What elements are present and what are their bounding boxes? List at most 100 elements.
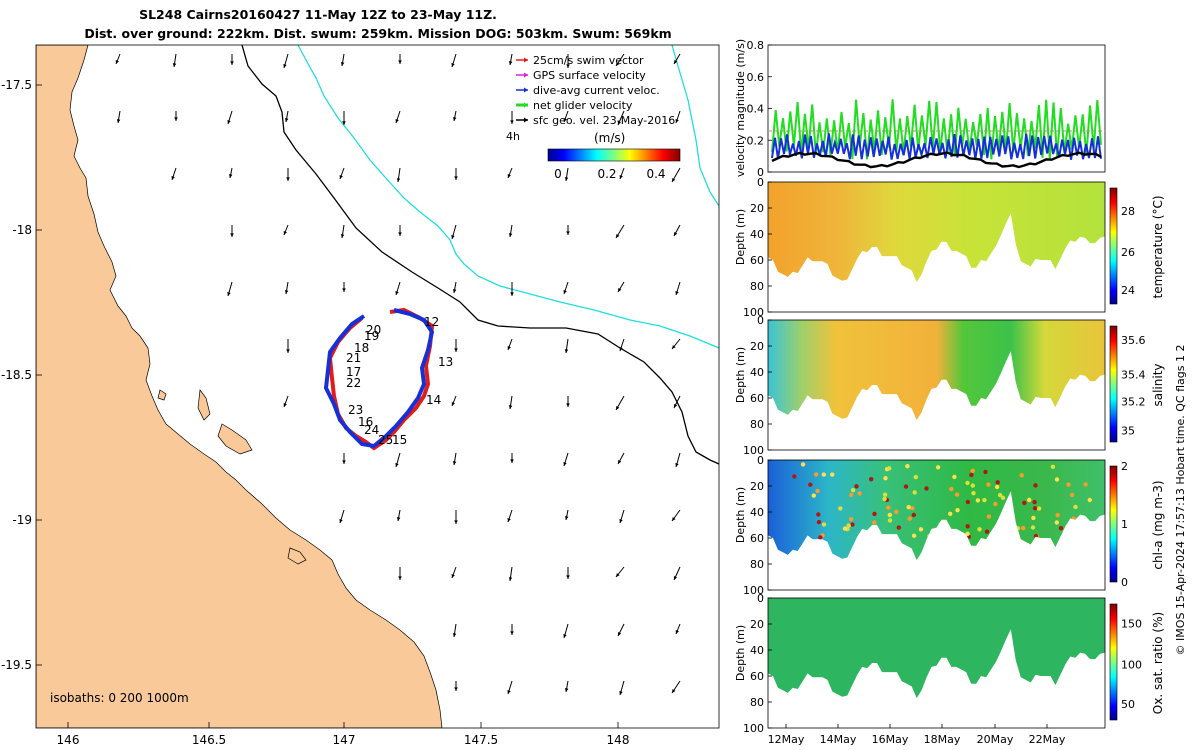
- depth-tick-label: 40: [750, 228, 764, 241]
- figure-title: SL248 Cairns20160427 11-May 12Z to 23-Ma…: [139, 7, 497, 22]
- velocity-arrow: [395, 452, 401, 468]
- velocity-arrow: [508, 566, 513, 582]
- legend-swatch-head: [524, 117, 528, 123]
- temperature-colorbar-tick: 26: [1121, 246, 1135, 259]
- map-frame: [35, 44, 720, 729]
- colorbar-tick: 0.4: [646, 167, 665, 181]
- velocity-tick-label: 0.8: [747, 39, 765, 52]
- chla-sample-point: [818, 535, 823, 540]
- velocity-arrow: [340, 53, 345, 67]
- chla-colorbar-tick: 1: [1121, 518, 1128, 531]
- chla-sample-point: [1073, 504, 1078, 510]
- coastline-land: [36, 45, 443, 728]
- island: [287, 547, 307, 565]
- time-tick-label: 14May: [820, 733, 857, 746]
- velocity-arrow: [673, 566, 681, 581]
- colorbar-tick: 0.2: [597, 167, 616, 181]
- depth-tick-label: 0: [757, 314, 764, 327]
- chla-sample-point: [846, 523, 851, 528]
- chla-sample-point: [911, 512, 916, 518]
- legend-4h: 4h: [506, 130, 520, 143]
- velocity-arrow: [508, 224, 513, 238]
- temperature-section-panel: 0 20 40 60 80 100 Depth (m) 24 26 28 temperature (…: [734, 176, 1165, 319]
- velocity-arrow: [564, 338, 569, 354]
- chla-sample-point: [994, 484, 1000, 490]
- velocity-arrow: [451, 224, 457, 240]
- track-day-label: 25: [378, 433, 393, 447]
- depth-tick-label: 80: [750, 418, 764, 431]
- velocity-arrow: [396, 509, 401, 522]
- chla-sample-point: [997, 492, 1003, 498]
- chla-sample-point: [894, 509, 899, 514]
- track-day-label: 13: [438, 355, 453, 369]
- velocity-arrow: [284, 281, 289, 295]
- map-legend: 25cm/s swim vector GPS surface velocity di…: [506, 54, 681, 181]
- track-day-label: 16: [358, 415, 373, 429]
- velocity-arrow: [617, 452, 625, 465]
- temperature-axes-frame: [767, 181, 1106, 313]
- chla-sample-point: [821, 522, 827, 527]
- track-day-label: 24: [364, 423, 379, 437]
- track-day-label: 18: [354, 341, 369, 355]
- island: [197, 389, 211, 421]
- depth-ylabel: Depth (m): [734, 625, 747, 681]
- chla-sample-point: [813, 472, 819, 477]
- chla-sample-point: [848, 517, 854, 522]
- velocity-tick-label: 0.6: [747, 71, 765, 84]
- depth-tick-label: 0: [757, 176, 764, 189]
- geostrophic-velocity-vectors: [115, 53, 681, 696]
- oxygen-axes-frame: [767, 597, 1106, 729]
- legend-entry: sfc geo. vel. 23-May-2016: [516, 114, 675, 127]
- velocity-arrow: [510, 111, 514, 124]
- chla-sample-point: [977, 527, 982, 532]
- lon-tick-label: 146: [57, 733, 80, 747]
- velocity-arrow: [174, 111, 178, 121]
- velocity-tick-label: 0: [757, 166, 764, 179]
- velocity-arrow: [453, 110, 457, 122]
- chla-sample-point: [975, 498, 981, 503]
- chla-sample-point: [1033, 483, 1038, 488]
- dive-avg-current-series: [771, 133, 1102, 160]
- lon-tick-label: 148: [607, 733, 630, 747]
- colorbar-tick: 0: [554, 167, 562, 181]
- velocity-arrow: [342, 453, 346, 464]
- velocity-arrow: [507, 509, 513, 523]
- chla-sample-point: [918, 527, 924, 532]
- velocity-arrow: [563, 110, 569, 123]
- velocity-arrow: [339, 509, 345, 524]
- depth-tick-label: 100: [743, 306, 764, 319]
- velocity-arrow: [116, 110, 121, 124]
- chla-sample-point: [1030, 525, 1036, 530]
- velocity-y-ticks: 0 0.2 0.4 0.6 0.8: [747, 39, 772, 179]
- velocity-arrow: [566, 225, 570, 235]
- chla-sample-point: [792, 474, 797, 479]
- velocity-arrow: [508, 395, 513, 410]
- lat-tick-label: -18: [12, 223, 32, 237]
- salinity-colorbar-tick: 35.6: [1121, 334, 1146, 347]
- chla-sample-point: [995, 480, 1000, 485]
- velocity-arrow: [510, 282, 514, 296]
- velocity-arrow: [615, 395, 625, 411]
- lat-tick-label: -17.5: [1, 78, 32, 92]
- velocity-arrow: [115, 53, 121, 65]
- salinity-colorbar-tick: 35.4: [1121, 369, 1146, 382]
- figure-subtitle: Dist. over ground: 222km. Dist. swum: 25…: [84, 26, 671, 41]
- oxygen-colorbar: [1109, 603, 1118, 721]
- legend-swatch-head: [524, 72, 528, 78]
- lat-tick-label: -19.5: [1, 658, 32, 672]
- velocity-arrow: [398, 54, 402, 64]
- legend-swatch-head: [524, 87, 528, 93]
- chla-sample-point: [965, 524, 970, 529]
- velocity-arrow: [339, 167, 345, 180]
- chla-sample-point: [811, 493, 816, 498]
- velocity-arrow: [510, 624, 514, 635]
- velocity-arrow: [510, 453, 514, 463]
- chla-sample-point: [869, 477, 874, 482]
- depth-tick-label: 20: [750, 340, 764, 353]
- chla-sample-point: [1032, 499, 1037, 505]
- velocity-arrow: [398, 225, 402, 236]
- chla-sample-point: [924, 486, 929, 491]
- velocity-arrow: [172, 53, 177, 68]
- velocity-arrow: [342, 111, 346, 125]
